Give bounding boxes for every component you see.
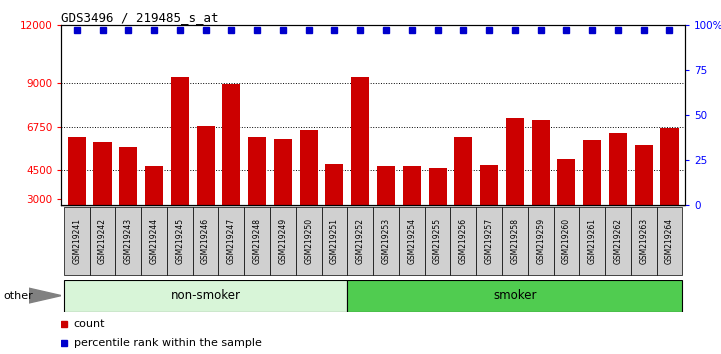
Text: GSM219262: GSM219262 [614, 218, 622, 264]
Text: GSM219254: GSM219254 [407, 218, 416, 264]
Bar [428, 169, 446, 258]
Text: percentile rank within the sample: percentile rank within the sample [74, 338, 262, 348]
Text: GSM219257: GSM219257 [485, 218, 494, 264]
Bar [660, 128, 678, 258]
Bar [377, 166, 395, 258]
Text: GSM219244: GSM219244 [149, 218, 159, 264]
Text: GSM219246: GSM219246 [201, 218, 210, 264]
Bar [64, 207, 89, 275]
Bar [300, 130, 318, 258]
Bar [609, 133, 627, 258]
Text: GSM219253: GSM219253 [381, 218, 391, 264]
Polygon shape [29, 288, 61, 303]
Text: GSM219255: GSM219255 [433, 218, 442, 264]
Bar [64, 280, 348, 312]
Bar [248, 137, 266, 258]
Bar [171, 77, 189, 258]
Text: GSM219247: GSM219247 [227, 218, 236, 264]
Bar [325, 164, 343, 258]
Bar [583, 140, 601, 258]
Text: GSM219249: GSM219249 [278, 218, 288, 264]
Bar [274, 139, 292, 258]
Text: GSM219243: GSM219243 [124, 218, 133, 264]
Bar [89, 207, 115, 275]
Bar [480, 165, 498, 258]
Text: GSM219242: GSM219242 [98, 218, 107, 264]
Bar [425, 207, 451, 275]
Text: GSM219264: GSM219264 [665, 218, 674, 264]
Bar [94, 142, 112, 258]
Bar [322, 207, 348, 275]
Bar [270, 207, 296, 275]
Bar [351, 77, 369, 258]
Text: non-smoker: non-smoker [171, 289, 241, 302]
Text: GSM219248: GSM219248 [252, 218, 262, 264]
Bar [454, 137, 472, 258]
Bar [348, 280, 682, 312]
Bar [119, 147, 137, 258]
Bar [506, 118, 524, 258]
Text: other: other [4, 291, 33, 301]
Bar [115, 207, 141, 275]
Bar [657, 207, 682, 275]
Text: GSM219250: GSM219250 [304, 218, 313, 264]
Bar [193, 207, 218, 275]
Text: GDS3496 / 219485_s_at: GDS3496 / 219485_s_at [61, 11, 218, 24]
Bar [373, 207, 399, 275]
Bar [634, 145, 653, 258]
Bar [399, 207, 425, 275]
Bar [68, 137, 86, 258]
Text: GSM219263: GSM219263 [640, 218, 648, 264]
Bar [141, 207, 167, 275]
Text: GSM219252: GSM219252 [355, 218, 365, 264]
Bar [476, 207, 502, 275]
Text: GSM219245: GSM219245 [175, 218, 185, 264]
Bar [167, 207, 193, 275]
Bar [218, 207, 244, 275]
Text: GSM219259: GSM219259 [536, 218, 545, 264]
Bar [605, 207, 631, 275]
Bar [579, 207, 605, 275]
Text: GSM219241: GSM219241 [72, 218, 81, 264]
Text: GSM219261: GSM219261 [588, 218, 597, 264]
Bar [554, 207, 579, 275]
Bar [348, 207, 373, 275]
Bar [502, 207, 528, 275]
Bar [528, 207, 554, 275]
Text: GSM219256: GSM219256 [459, 218, 468, 264]
Bar [197, 126, 215, 258]
Bar [631, 207, 657, 275]
Bar [145, 166, 163, 258]
Bar [557, 159, 575, 258]
Text: count: count [74, 319, 105, 329]
Text: GSM219251: GSM219251 [330, 218, 339, 264]
Bar [531, 120, 549, 258]
Bar [296, 207, 322, 275]
Text: smoker: smoker [493, 289, 536, 302]
Bar [244, 207, 270, 275]
Bar [222, 84, 240, 258]
Bar [451, 207, 476, 275]
Bar [403, 166, 421, 258]
Text: GSM219258: GSM219258 [510, 218, 519, 264]
Text: GSM219260: GSM219260 [562, 218, 571, 264]
